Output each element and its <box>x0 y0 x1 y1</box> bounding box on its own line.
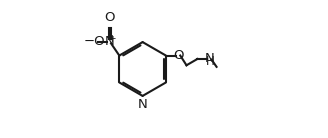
Text: N: N <box>105 35 114 48</box>
Text: +: + <box>108 34 117 44</box>
Text: O: O <box>173 49 184 62</box>
Text: −O: −O <box>84 35 105 48</box>
Text: N: N <box>138 98 148 111</box>
Text: O: O <box>104 11 115 24</box>
Text: N: N <box>205 52 215 65</box>
Text: H: H <box>206 55 214 68</box>
